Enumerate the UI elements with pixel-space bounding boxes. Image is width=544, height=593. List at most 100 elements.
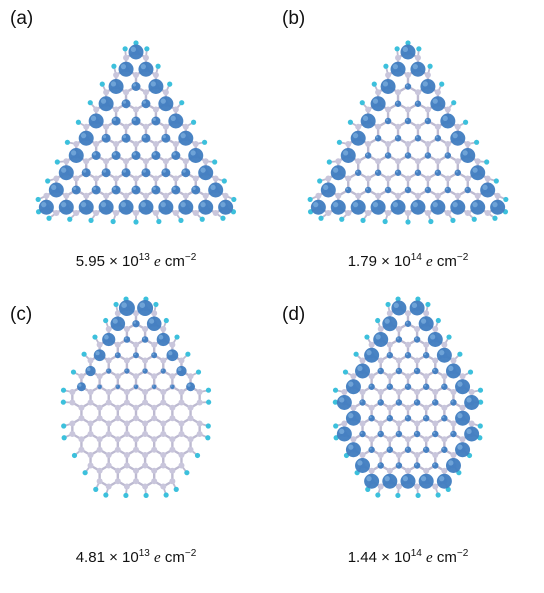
hydrogen-atom (415, 296, 421, 302)
hydrogen-atom (185, 351, 191, 357)
carbon-atom (160, 389, 167, 395)
lobe-highlight (387, 384, 390, 387)
carbon-atom (103, 158, 110, 165)
hydrogen-atom (492, 215, 498, 221)
hydrogen-atom (35, 196, 41, 203)
density-lobes (336, 300, 480, 489)
hydrogen-atom (375, 492, 381, 498)
carbon-atom (368, 404, 375, 411)
density-lobe (168, 113, 184, 129)
density-lobe (161, 133, 171, 143)
density-lobe (355, 169, 362, 176)
carbon-atom (152, 106, 159, 113)
lobe-highlight (457, 413, 463, 419)
carbon-atom (350, 373, 357, 380)
carbon-atom (414, 89, 421, 96)
carbon-atom (414, 452, 421, 458)
lobe-highlight (387, 447, 390, 450)
carbon-atom (123, 431, 130, 437)
density-lobe (418, 316, 434, 332)
carbon-atom (133, 373, 139, 380)
hydrogen-atom (163, 317, 169, 324)
hydrogen-atom (163, 492, 169, 498)
carbon-atom (152, 141, 159, 147)
carbon-atom (450, 389, 457, 395)
hydrogen-atom (194, 452, 201, 459)
carbon-atom (444, 210, 451, 216)
density-lobe (345, 410, 361, 426)
density-lobe (208, 182, 224, 198)
carbon-atom (359, 389, 366, 395)
density-lobe (102, 332, 116, 347)
carbon-atom (405, 72, 411, 78)
lobe-highlight (168, 351, 173, 356)
carbon-atom (142, 357, 149, 364)
lobe-highlight (120, 64, 127, 70)
lobe-highlight (433, 431, 436, 434)
hydrogen-atom (205, 423, 211, 429)
density-lobe (441, 415, 448, 422)
lobe-highlight (125, 369, 127, 371)
hydrogen-atom (385, 301, 391, 308)
lobe-highlight (100, 202, 107, 208)
carbon-atom (178, 462, 185, 469)
lobe-highlight (405, 353, 408, 356)
density-lobe (118, 300, 135, 316)
hydrogen-atom (61, 435, 67, 441)
exponent: 13 (138, 548, 150, 559)
density-lobe (218, 199, 234, 215)
density-lobe (414, 169, 422, 176)
lobe-highlight (472, 167, 478, 173)
unit-e: e (154, 254, 161, 270)
times-sign: × (381, 253, 390, 270)
carbon-atom (365, 106, 372, 113)
lobe-highlight (152, 353, 155, 356)
density-lobe (434, 135, 442, 142)
density-lobe (470, 199, 486, 215)
density-lobe (404, 446, 412, 453)
lobe-highlight (90, 115, 97, 121)
density-caption: 5.95 × 1013 e cm−2 (0, 252, 272, 271)
lobe-highlight (395, 136, 399, 139)
carbon-atom (53, 210, 60, 216)
carbon-atom (395, 452, 402, 458)
lobe-highlight (142, 169, 146, 173)
lobe-highlight (411, 302, 418, 308)
density-lobe (114, 352, 121, 359)
lobe-highlight (430, 334, 436, 340)
lobe-highlight (150, 81, 156, 87)
carbon-atom (123, 123, 130, 130)
density-lobe (395, 462, 403, 469)
density-lobe (386, 446, 394, 453)
density-lobe (444, 186, 452, 194)
lobe-highlight (465, 187, 468, 191)
hydrogen-atom (221, 178, 227, 184)
carbon-atom (133, 404, 139, 411)
carbon-atom (152, 210, 159, 216)
unit-e: e (426, 550, 433, 566)
lobe-highlight (313, 202, 319, 208)
hydrogen-atom (336, 139, 343, 145)
carbon-atom (464, 141, 471, 147)
hydrogen-atom (457, 351, 463, 357)
hydrogen-atom (359, 100, 365, 106)
density-lobe (413, 462, 421, 469)
hydrogen-atom (195, 369, 202, 375)
carbon-atom (142, 192, 149, 199)
carbon-atom (96, 341, 103, 348)
hydrogen-atom (317, 178, 323, 184)
density-lobe (355, 363, 371, 379)
lobe-highlight (180, 202, 186, 208)
hydrogen-atom (405, 219, 411, 225)
lobe-highlight (492, 202, 498, 208)
lobe-highlight (372, 98, 379, 104)
carbon-atom (335, 192, 342, 199)
density-lobe (142, 368, 148, 374)
lobe-highlight (423, 353, 427, 356)
carbon-atom (162, 123, 169, 130)
carbon-atom (114, 415, 121, 422)
lobe-highlight (133, 321, 136, 324)
lobe-highlight (457, 381, 463, 387)
carbon-atom (105, 326, 112, 332)
hydrogen-atom (462, 119, 469, 125)
